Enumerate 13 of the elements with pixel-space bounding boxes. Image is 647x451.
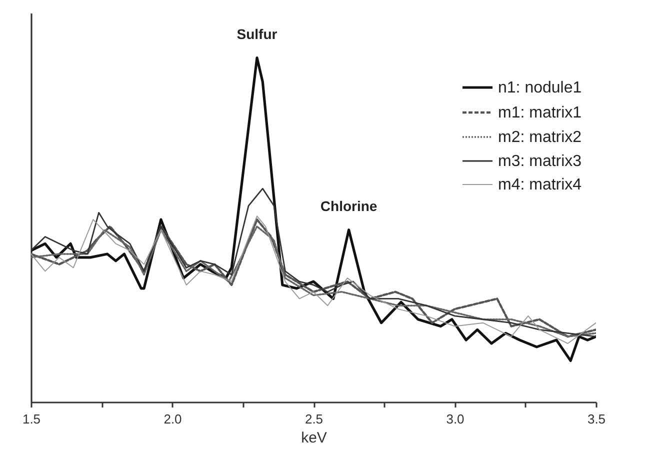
annotation: Sulfur [236, 26, 278, 42]
x-tick-label: 2.0 [164, 412, 182, 426]
legend-label: m4: matrix4 [498, 176, 582, 194]
x-axis-title: keV [301, 430, 327, 446]
x-tick-label: 3.5 [587, 412, 606, 426]
legend-label: m1: matrix1 [498, 104, 582, 122]
annotation: Chlorine [320, 198, 378, 214]
x-tick-label: 1.5 [22, 412, 41, 426]
x-tick-label: 2.5 [304, 412, 324, 426]
legend-label: m2: matrix2 [498, 129, 582, 146]
x-tick-label: 3.0 [446, 412, 464, 426]
legend-label: n1: nodule1 [498, 80, 582, 96]
legend-label: m3: matrix3 [498, 153, 582, 170]
